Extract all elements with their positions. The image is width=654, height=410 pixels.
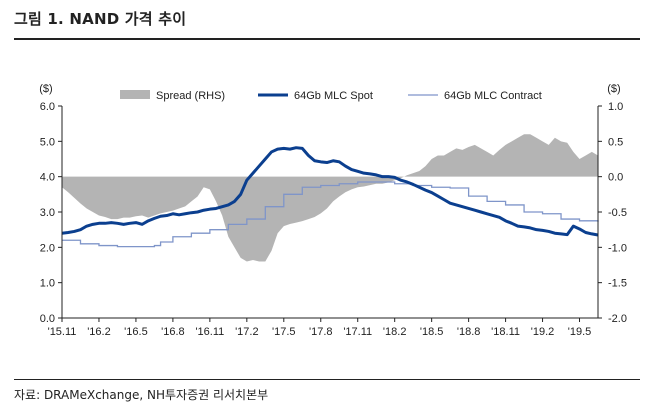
x-tick-label: '18.11 xyxy=(491,326,520,338)
left-tick-label: 2.0 xyxy=(40,242,55,254)
x-tick-label: '16.8 xyxy=(161,326,185,338)
left-tick-label: 1.0 xyxy=(40,278,55,290)
x-tick-label: '16.5 xyxy=(124,326,148,338)
title-divider xyxy=(14,38,640,40)
legend: Spread (RHS) 64Gb MLC Spot 64Gb MLC Contra… xyxy=(120,90,542,102)
x-tick-label: '17.8 xyxy=(309,326,333,338)
legend-swatch-spread xyxy=(120,90,150,99)
left-tick-label: 5.0 xyxy=(40,136,55,148)
spot-line-layer xyxy=(61,146,599,237)
source-note: 자료: DRAMeXchange, NH투자증권 리서치본부 xyxy=(14,388,269,402)
right-tick-label: 0.5 xyxy=(608,136,623,148)
right-tick-label: 1.0 xyxy=(608,101,623,113)
x-tick-label: '17.11 xyxy=(343,326,372,338)
right-tick-label: -0.5 xyxy=(608,207,627,219)
x-tick-label: '16.11 xyxy=(195,326,224,338)
spread-area-layer xyxy=(62,134,598,262)
x-tick-label: '18.5 xyxy=(420,326,444,338)
right-tick-label: -1.5 xyxy=(608,278,627,290)
left-tick-label: 6.0 xyxy=(40,101,55,113)
legend-label-spot: 64Gb MLC Spot xyxy=(294,90,373,102)
x-tick-label: '19.2 xyxy=(531,326,555,338)
legend-label-spread: Spread (RHS) xyxy=(156,90,225,102)
left-axis-unit: ($) xyxy=(39,83,52,95)
x-tick-label: '15.11 xyxy=(48,326,77,338)
right-tick-label: -1.0 xyxy=(608,242,627,254)
x-tick-label: '17.5 xyxy=(272,326,296,338)
right-tick-label: 0.0 xyxy=(608,172,623,184)
figure-title: 그림 1. NAND 가격 추이 xyxy=(14,10,187,28)
spot-line xyxy=(61,146,599,237)
spread-area xyxy=(62,134,598,262)
contract-line-layer xyxy=(62,181,599,248)
left-tick-label: 3.0 xyxy=(40,207,55,219)
right-axis-unit: ($) xyxy=(607,83,620,95)
x-tick-label: '19.5 xyxy=(568,326,592,338)
legend-label-contract: 64Gb MLC Contract xyxy=(444,90,542,102)
left-tick-label: 4.0 xyxy=(40,172,55,184)
x-tick-label: '18.2 xyxy=(383,326,407,338)
left-tick-label: 0.0 xyxy=(40,313,55,325)
contract-line xyxy=(62,181,599,248)
axes-layer: 0.0 1.0 2.0 3.0 4.0 5.0 6.0 -2.0 -1.5 -1.0 -0.5 0.0… xyxy=(40,101,627,338)
x-tick-label: '16.2 xyxy=(87,326,111,338)
right-tick-label: -2.0 xyxy=(608,313,627,325)
x-tick-label: '18.8 xyxy=(457,326,481,338)
source-divider xyxy=(14,379,640,380)
x-tick-label: '17.2 xyxy=(235,326,259,338)
nand-price-chart: 0.0 1.0 2.0 3.0 4.0 5.0 6.0 -2.0 -1.5 -1.0 -0.5 0.0… xyxy=(39,83,627,338)
